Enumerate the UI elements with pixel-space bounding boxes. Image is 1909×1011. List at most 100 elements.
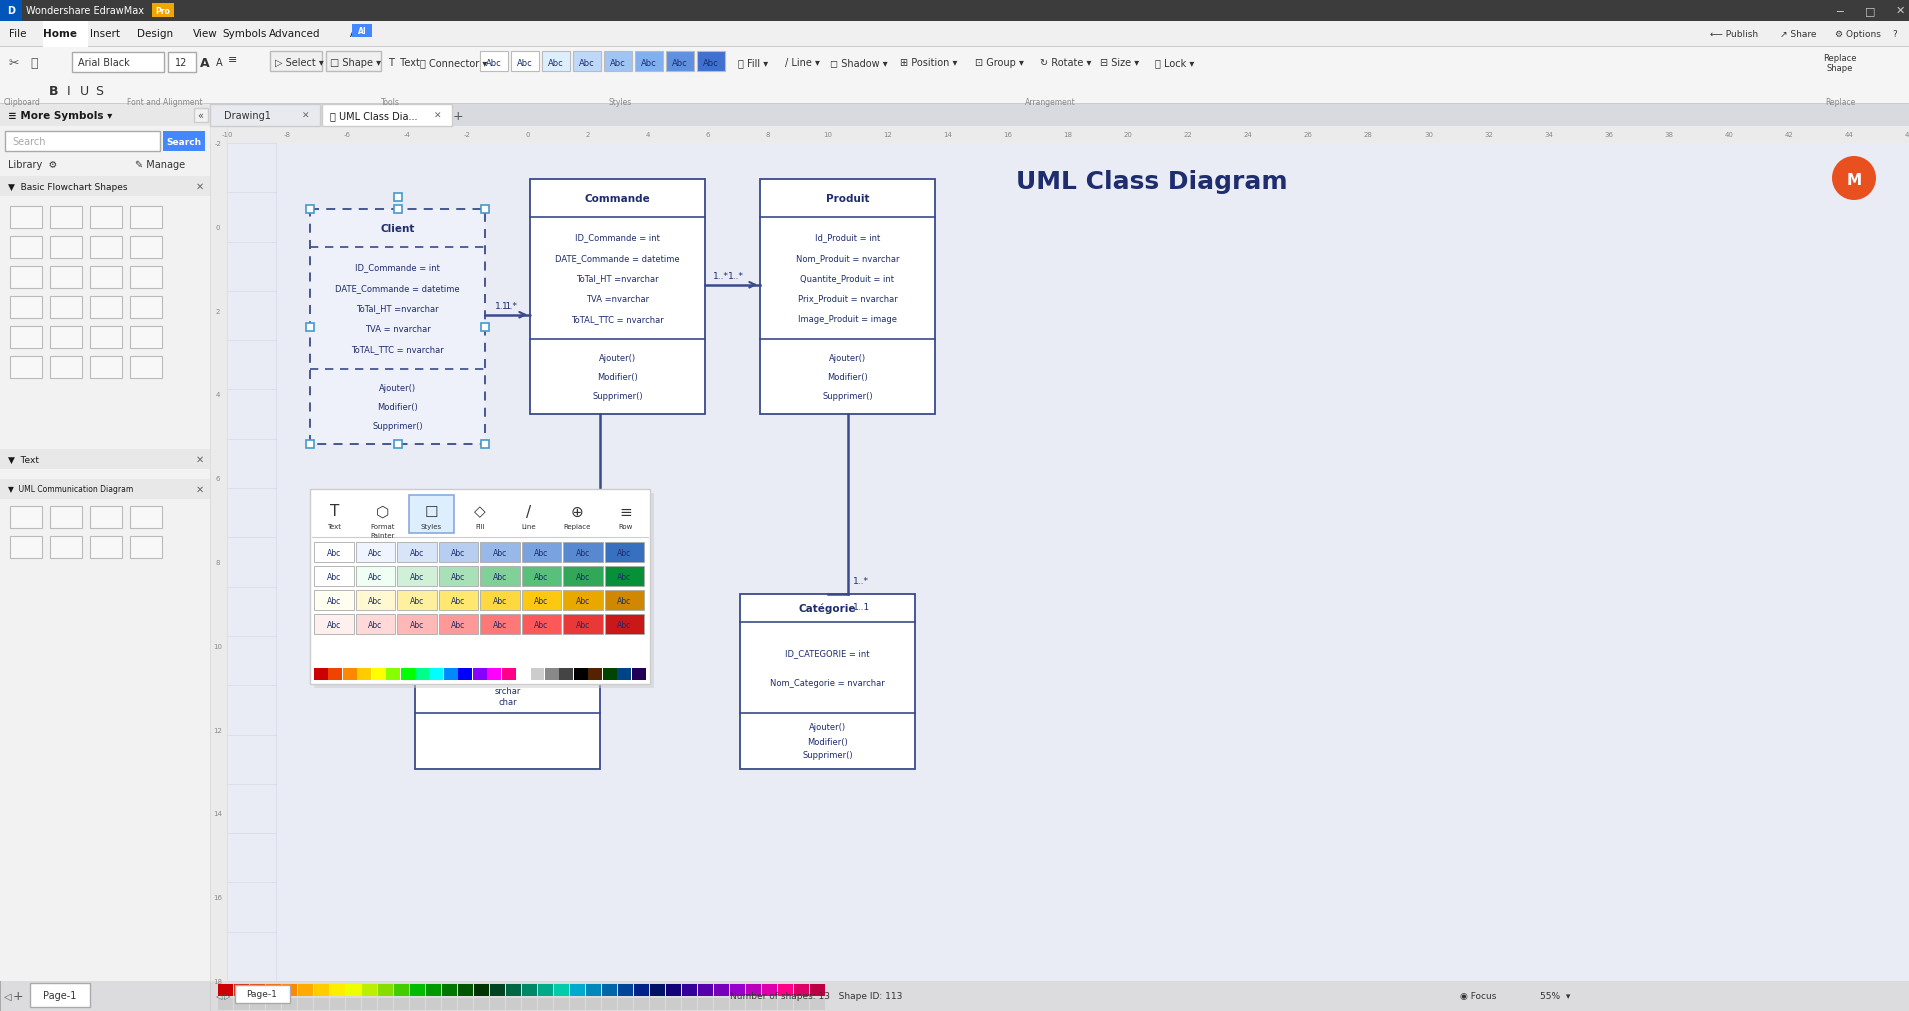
- Text: ⊟ Size ▾: ⊟ Size ▾: [1100, 58, 1140, 68]
- Bar: [479, 52, 508, 72]
- Text: I: I: [67, 84, 71, 97]
- Text: Abc: Abc: [487, 59, 502, 68]
- Bar: [573, 52, 601, 72]
- Bar: [130, 207, 162, 228]
- Bar: [130, 327, 162, 349]
- Bar: [0, 0, 1909, 22]
- Text: Prix_Produit = nvarchar: Prix_Produit = nvarchar: [798, 294, 897, 303]
- Text: Abc: Abc: [451, 595, 466, 605]
- Bar: [130, 537, 162, 558]
- Text: Abc: Abc: [578, 59, 596, 68]
- Text: Ajouter(): Ajouter(): [809, 723, 846, 732]
- Text: Supprimer(): Supprimer(): [372, 422, 422, 431]
- Bar: [50, 237, 82, 259]
- Bar: [90, 267, 122, 289]
- Bar: [397, 566, 437, 586]
- Text: ToTAL_TTC = nvarchar: ToTAL_TTC = nvarchar: [351, 345, 445, 354]
- Text: ▷ Select ▾: ▷ Select ▾: [275, 58, 325, 68]
- Bar: [586, 984, 601, 996]
- Bar: [760, 180, 935, 415]
- Text: Replace: Replace: [1823, 54, 1857, 63]
- Text: Styles: Styles: [420, 524, 443, 530]
- Text: ✂: ✂: [8, 57, 19, 70]
- Text: View: View: [193, 29, 218, 39]
- Bar: [414, 668, 430, 680]
- Text: -6: -6: [344, 131, 351, 137]
- Text: Catégorie: Catégorie: [798, 604, 857, 614]
- Text: 10: 10: [823, 131, 832, 137]
- Text: ◇: ◇: [473, 504, 487, 519]
- Text: ↻ Rotate ▾: ↻ Rotate ▾: [1040, 58, 1092, 68]
- Text: 18: 18: [1063, 131, 1073, 137]
- Text: 🖌: 🖌: [31, 57, 38, 70]
- Text: 6: 6: [216, 476, 220, 481]
- Text: Client: Client: [380, 223, 414, 234]
- Bar: [393, 998, 409, 1010]
- Bar: [563, 543, 603, 562]
- Text: 14: 14: [943, 131, 953, 137]
- Text: 46: 46: [1905, 131, 1909, 137]
- Bar: [372, 668, 386, 680]
- Bar: [634, 984, 649, 996]
- Text: A: A: [216, 58, 223, 68]
- Bar: [393, 206, 401, 213]
- Bar: [401, 668, 414, 680]
- Bar: [378, 998, 393, 1010]
- Text: 14: 14: [214, 811, 223, 817]
- Text: Abc: Abc: [410, 548, 424, 557]
- Text: ToTal_HT =nvarchar: ToTal_HT =nvarchar: [357, 304, 439, 312]
- Bar: [605, 590, 643, 611]
- Text: Abc: Abc: [493, 595, 508, 605]
- Bar: [0, 22, 1909, 47]
- Text: ⌒ Connector ▾: ⌒ Connector ▾: [420, 58, 487, 68]
- Text: A: A: [200, 57, 210, 70]
- Text: ☐: ☐: [424, 504, 439, 519]
- Text: ID_Commande = int: ID_Commande = int: [575, 234, 661, 243]
- Text: ?: ?: [1892, 29, 1898, 38]
- Text: Fill: Fill: [475, 524, 485, 530]
- Text: / Line ▾: / Line ▾: [785, 58, 819, 68]
- Bar: [571, 998, 584, 1010]
- Bar: [632, 668, 645, 680]
- Bar: [491, 998, 506, 1010]
- Text: +: +: [13, 990, 23, 1003]
- Bar: [235, 998, 248, 1010]
- Bar: [346, 984, 361, 996]
- Text: Abc: Abc: [326, 620, 342, 629]
- Text: 40: 40: [1724, 131, 1733, 137]
- Bar: [162, 131, 204, 152]
- Text: □: □: [1865, 6, 1875, 16]
- Bar: [601, 984, 617, 996]
- Text: /: /: [527, 504, 531, 519]
- Text: Text: Text: [326, 524, 342, 530]
- Bar: [90, 327, 122, 349]
- Text: Pro: Pro: [155, 6, 170, 15]
- Bar: [479, 590, 519, 611]
- Bar: [326, 52, 382, 72]
- Bar: [682, 984, 697, 996]
- Bar: [393, 194, 401, 202]
- Text: ✕: ✕: [197, 484, 204, 494]
- Bar: [235, 985, 290, 1003]
- Bar: [218, 998, 233, 1010]
- Bar: [746, 998, 762, 1010]
- Circle shape: [1833, 157, 1877, 201]
- Text: srchar: srchar: [494, 686, 521, 696]
- Text: Page-1: Page-1: [44, 990, 76, 1000]
- Text: Abc: Abc: [617, 595, 632, 605]
- Bar: [363, 998, 376, 1010]
- Text: ✕: ✕: [1896, 6, 1905, 16]
- Text: ID_CATEGORIE = int: ID_CATEGORIE = int: [785, 648, 871, 657]
- Text: Search: Search: [166, 137, 202, 147]
- Text: Commande: Commande: [584, 194, 651, 203]
- Bar: [10, 357, 42, 379]
- Text: Supprimer(): Supprimer(): [823, 391, 872, 400]
- Text: Image_Produit = image: Image_Produit = image: [798, 314, 897, 324]
- Bar: [458, 998, 473, 1010]
- Bar: [90, 357, 122, 379]
- Text: Painter: Painter: [370, 533, 395, 539]
- Text: 4: 4: [645, 131, 649, 137]
- Text: TVA =nvarchar: TVA =nvarchar: [586, 294, 649, 303]
- Bar: [439, 590, 477, 611]
- Text: Format: Format: [370, 524, 395, 530]
